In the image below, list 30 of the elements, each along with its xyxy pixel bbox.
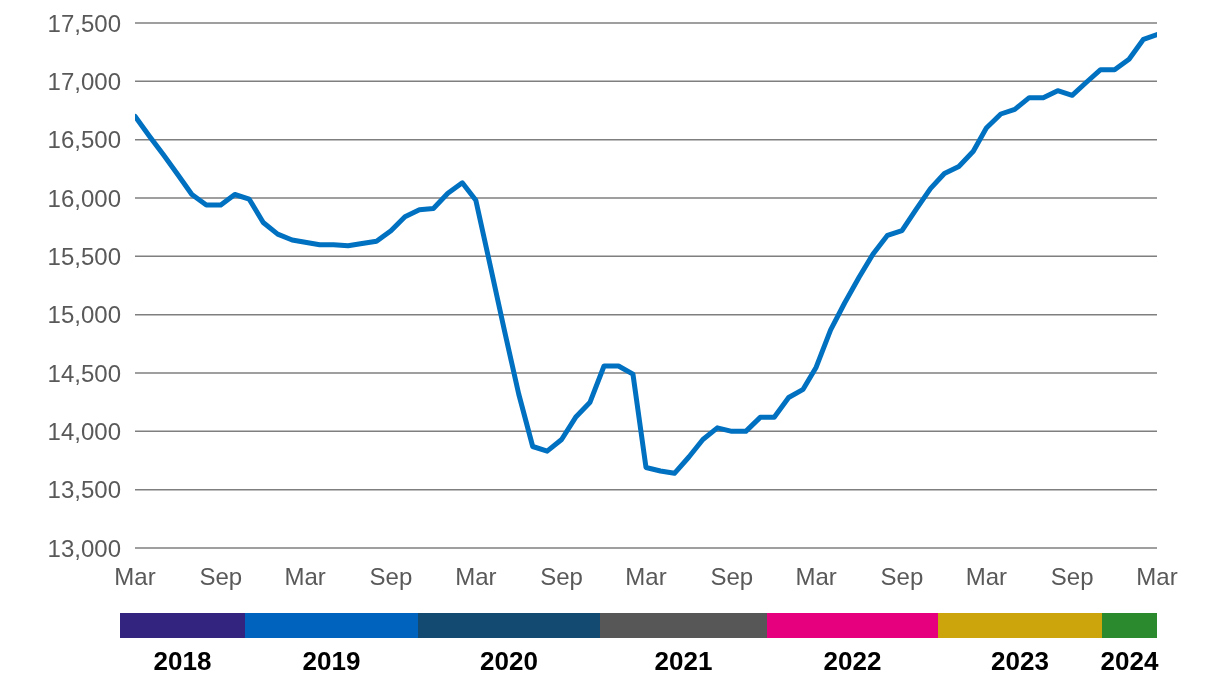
y-tick-label: 14,500 (47, 359, 121, 387)
x-tick-label: Mar (455, 563, 497, 591)
y-tick-label: 14,000 (47, 417, 121, 445)
text: 2024 (1100, 646, 1159, 676)
text: 2022 (823, 646, 882, 676)
x-tick-label: Mar (284, 563, 326, 591)
text: 2019 (302, 646, 361, 676)
y-tick-label: 17,500 (47, 9, 121, 37)
x-tick-label: Sep (710, 563, 754, 591)
y-tick-label: 15,500 (47, 242, 121, 270)
x-tick-label: Sep (1050, 563, 1094, 591)
x-tick-label: Sep (199, 563, 243, 591)
x-tick-label: Sep (880, 563, 924, 591)
x-tick-label: Sep (540, 563, 583, 591)
x-tick-label: Mar (965, 563, 1008, 591)
y-tick-label: 16,000 (47, 184, 121, 212)
x-tick-label: Mar (625, 563, 667, 591)
text: 2023 (991, 646, 1049, 676)
x-tick-label: Mar (795, 563, 837, 591)
y-tick-label: 15,000 (47, 301, 121, 329)
y-tick-label: 13,000 (47, 534, 121, 562)
x-tick-label: Sep (369, 563, 413, 591)
text: 2018 (153, 646, 212, 676)
text: 2021 (654, 646, 713, 676)
y-tick-label: 13,500 (47, 476, 121, 504)
text: 2020 (480, 646, 538, 676)
y-tick-label: 16,500 (47, 126, 121, 154)
y-tick-label: 17,000 (47, 67, 121, 95)
x-tick-label: Mar (114, 563, 156, 591)
x-tick-label: Mar (1136, 563, 1178, 591)
